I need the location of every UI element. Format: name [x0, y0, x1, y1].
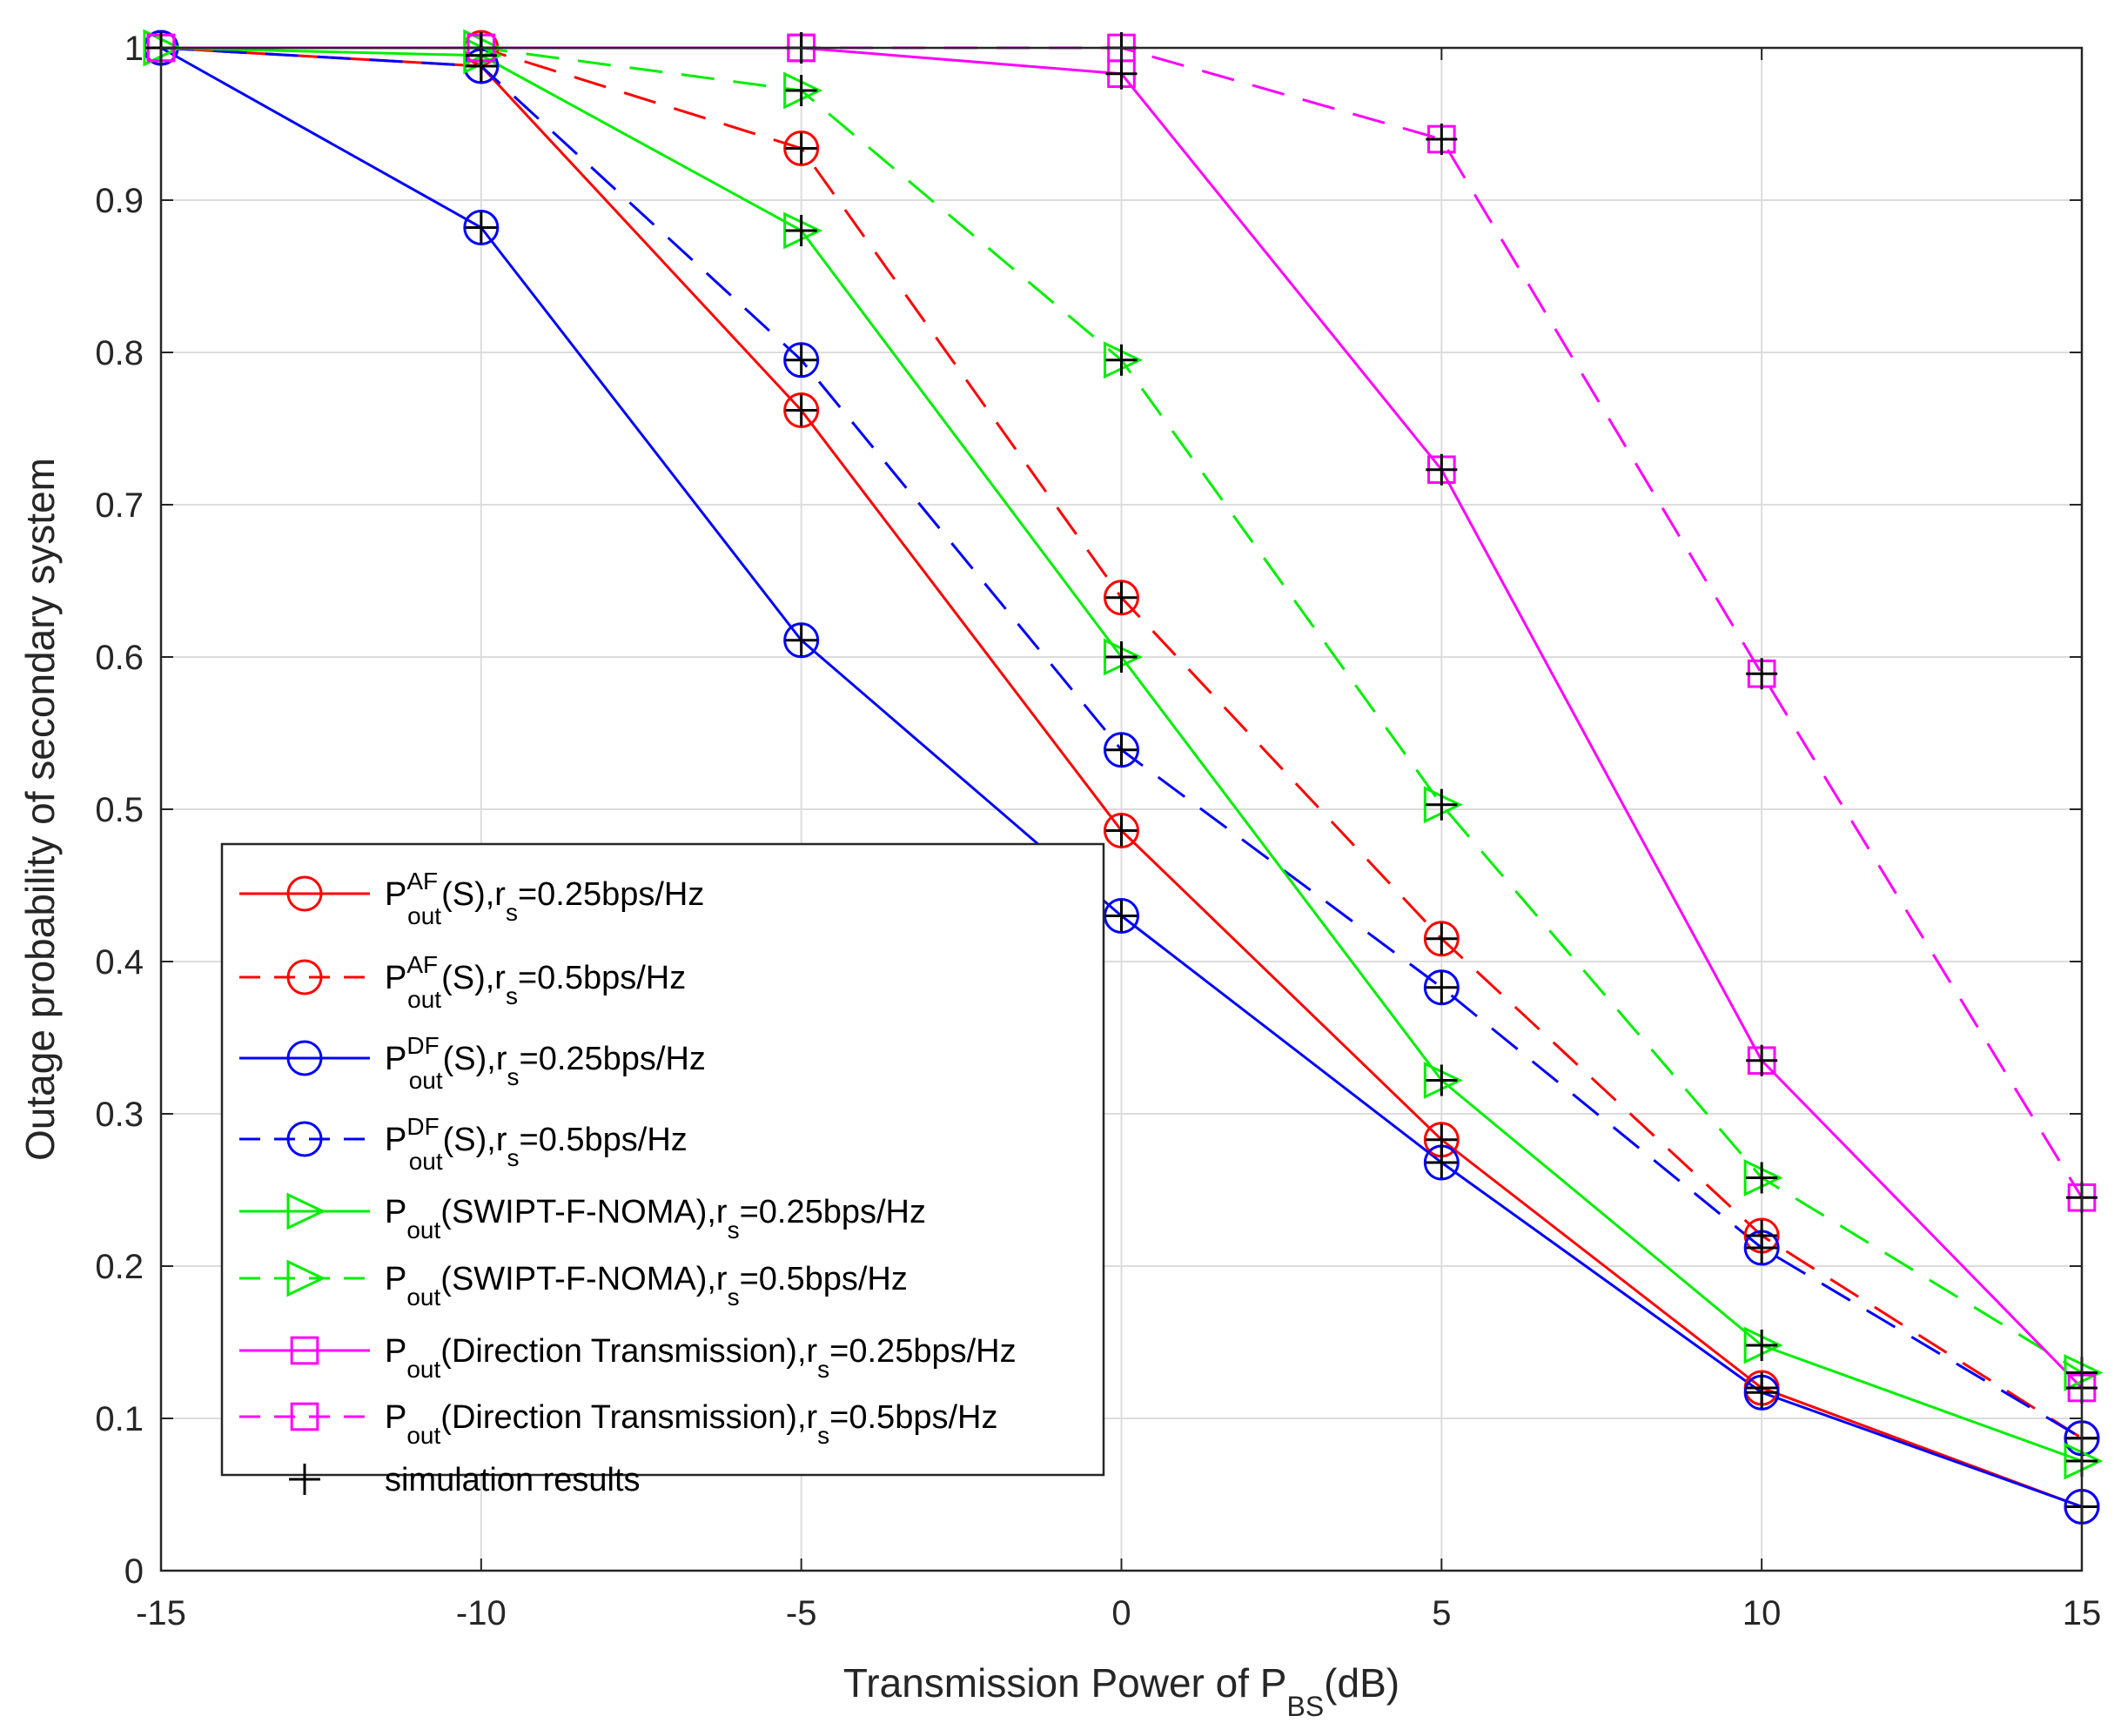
legend-label: PAF out(S),rs=0.25bps/Hz — [385, 868, 704, 929]
series-0-point — [1104, 813, 1139, 848]
legend-swatch-marker — [286, 1040, 323, 1076]
x-tick-label: 10 — [1742, 1594, 1782, 1632]
legend-swatch-marker — [286, 1121, 323, 1157]
legend-label: PAF out(S),rs=0.5bps/Hz — [385, 951, 686, 1013]
legend-item-5: Pout(SWIPT-F-NOMA),rs=0.5bps/Hz — [239, 1259, 908, 1310]
legend-label: PDF out(S),rs=0.5bps/Hz — [385, 1113, 688, 1175]
legend-item-0: PAF out(S),rs=0.25bps/Hz — [239, 868, 704, 929]
y-tick-label: 0.3 — [95, 1096, 144, 1134]
y-tick-label: 0.4 — [95, 943, 144, 982]
y-tick-label: 0 — [124, 1552, 144, 1591]
axes-box — [159, 46, 2084, 1572]
simulation-point — [785, 75, 817, 106]
x-tick-label: 0 — [1111, 1594, 1131, 1632]
legend-item-3: PDF out(S),rs=0.5bps/Hz — [239, 1113, 688, 1175]
x-tick-label: 5 — [1432, 1594, 1451, 1632]
simulation-point — [1105, 734, 1138, 766]
simulation-point — [1426, 124, 1458, 155]
legend-swatch-marker — [286, 959, 323, 995]
x-tick-label: -10 — [456, 1594, 507, 1632]
series-2-point — [783, 622, 820, 659]
legend-label: Pout(Direction Transmission),rs=0.25bps/… — [385, 1333, 1017, 1383]
legend-item-7: Pout(Direction Transmission),rs=0.5bps/H… — [239, 1399, 997, 1449]
y-axis-label: Outage probability of secondary system — [17, 458, 63, 1161]
x-tick-label: -5 — [786, 1594, 817, 1632]
y-tick-label: 0.1 — [95, 1400, 144, 1438]
series-0-point — [783, 392, 820, 428]
legend-label: simulation results — [385, 1462, 641, 1498]
simulation-point — [1746, 1377, 1778, 1409]
simulation-point — [1105, 344, 1138, 376]
y-tick-label: 0.9 — [95, 182, 144, 220]
legend-swatch-marker — [286, 1192, 326, 1230]
x-tick-label: -15 — [136, 1594, 186, 1632]
series-1-point — [1104, 580, 1139, 616]
legend-label: Pout(SWIPT-F-NOMA),rs=0.5bps/Hz — [385, 1261, 908, 1310]
legend-swatch-marker — [290, 1336, 319, 1365]
simulation-point — [1105, 641, 1138, 673]
simulation-point — [785, 394, 817, 426]
simulation-point — [785, 132, 817, 164]
simulation-point — [1746, 1330, 1778, 1361]
simulation-point — [1426, 922, 1458, 955]
x-axis-label: Transmission Power of PBS(dB) — [843, 1660, 1399, 1722]
simulation-point — [1746, 658, 1778, 690]
x-tick-label: 15 — [2063, 1594, 2102, 1632]
legend: PAF out(S),rs=0.25bps/Hz PAF out(S),rs=0.5b… — [220, 842, 1105, 1498]
series-3-point — [1423, 969, 1460, 1006]
simulation-point — [1105, 900, 1138, 932]
y-tick-label: 1 — [124, 30, 144, 68]
simulation-point — [785, 624, 817, 656]
legend-item-1: PAF out(S),rs=0.5bps/Hz — [239, 951, 686, 1013]
legend-item-4: Pout(SWIPT-F-NOMA),rs=0.25bps/Hz — [239, 1192, 926, 1243]
simulation-point — [1426, 1147, 1458, 1178]
axes: -15 -10 -5 0 5 10 15 0 0.1 0.2 0.3 0.4 0.5 0.6 0.7 0.8 0… — [17, 30, 2101, 1722]
legend-label: Pout(Direction Transmission),rs=0.5bps/H… — [385, 1399, 997, 1449]
y-tick-label: 0.7 — [95, 486, 144, 525]
series-1-point — [1423, 921, 1460, 957]
legend-box — [220, 842, 1105, 1477]
legend-swatch-marker — [286, 1259, 326, 1297]
simulation-point — [1426, 453, 1458, 486]
legend-swatch-marker — [286, 875, 323, 912]
simulation-point — [1746, 1044, 1778, 1076]
legend-item-simulation: simulation results — [289, 1462, 641, 1498]
simulation-point — [1105, 581, 1138, 613]
legend-label: PDF out(S),rs=0.25bps/Hz — [385, 1032, 706, 1094]
simulation-point — [465, 211, 497, 244]
y-tick-label: 0.8 — [95, 334, 144, 372]
legend-item-6: Pout(Direction Transmission),rs=0.25bps/… — [239, 1333, 1017, 1383]
simulation-point — [1746, 1232, 1778, 1263]
series-1-point — [783, 131, 820, 166]
simulation-point — [1426, 1064, 1458, 1096]
series-3-point — [1104, 732, 1139, 768]
legend-item-2: PDF out(S),rs=0.25bps/Hz — [239, 1032, 706, 1094]
legend-swatch-marker — [290, 1402, 319, 1431]
legend-swatch-marker — [289, 1464, 320, 1495]
simulation-point — [1746, 1162, 1778, 1194]
y-tick-label: 0.2 — [95, 1248, 144, 1286]
series-2-point — [463, 210, 500, 245]
y-tick-label: 0.6 — [95, 639, 144, 677]
series-2-point — [1104, 898, 1139, 934]
simulation-point — [785, 215, 817, 246]
series-3-point — [783, 342, 820, 379]
simulation-point — [1426, 971, 1458, 1003]
y-tick-label: 0.5 — [95, 791, 144, 829]
simulation-point — [1105, 814, 1138, 847]
simulation-point — [1426, 788, 1458, 821]
simulation-point — [785, 344, 817, 376]
legend-label: Pout(SWIPT-F-NOMA),rs=0.25bps/Hz — [385, 1194, 926, 1243]
